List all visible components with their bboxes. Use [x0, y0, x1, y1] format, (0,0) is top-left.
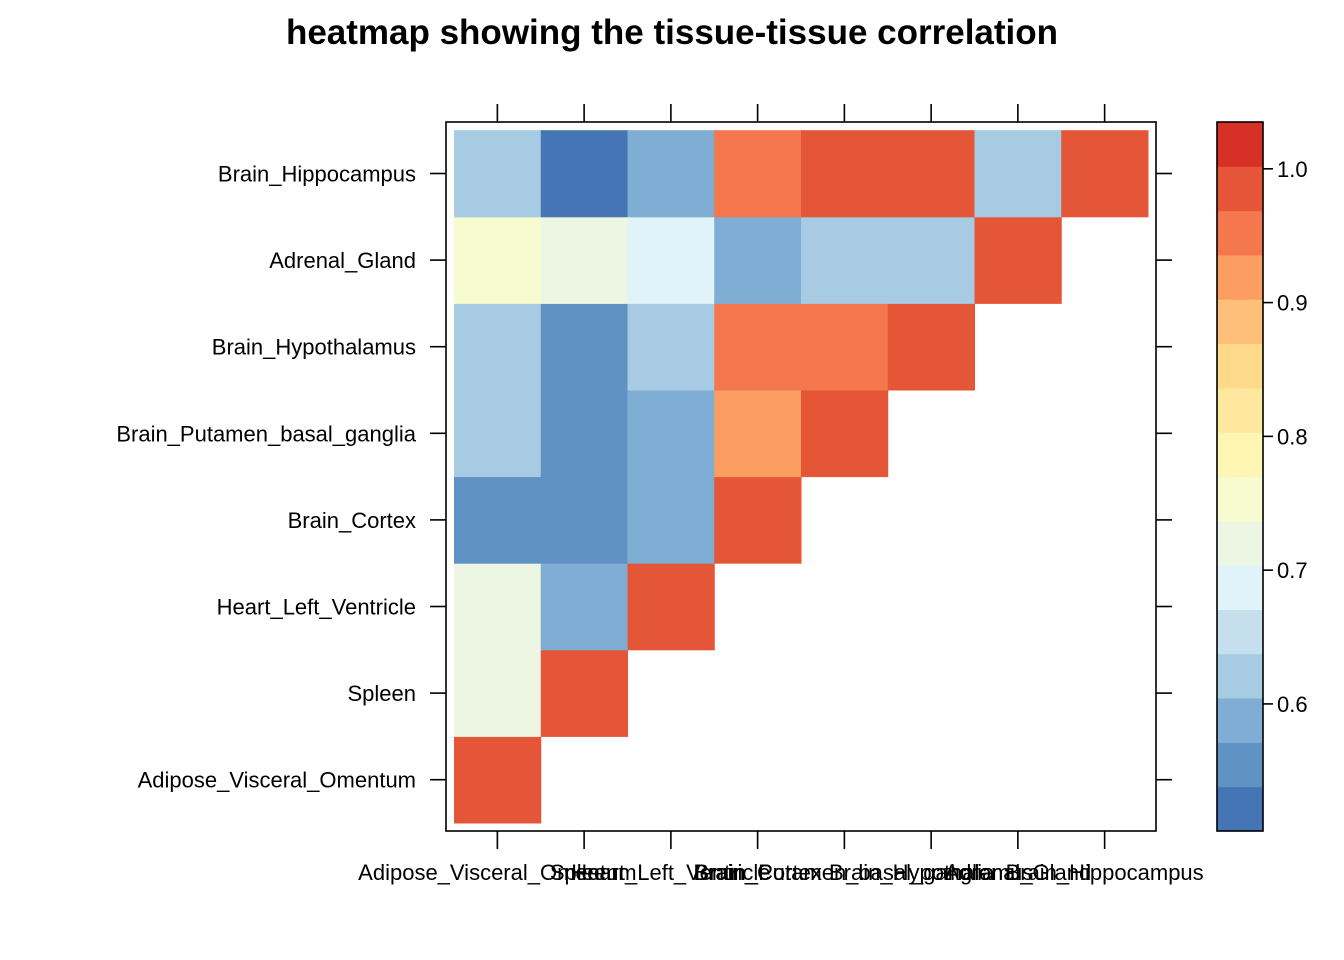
heatmap-cell — [801, 130, 889, 218]
heatmap-cells — [454, 130, 1149, 824]
heatmap-cell — [540, 303, 628, 391]
colorbar-tick-label: 0.7 — [1277, 558, 1308, 583]
heatmap-cell — [801, 390, 889, 478]
heatmap-cell — [714, 216, 802, 304]
heatmap-cell — [627, 303, 715, 391]
heatmap-cell — [714, 303, 802, 391]
y-tick-label: Brain_Putamen_basal_ganglia — [116, 421, 416, 446]
heatmap-cell — [454, 563, 542, 651]
colorbar-segment — [1217, 698, 1263, 743]
colorbar-segment — [1217, 432, 1263, 477]
heatmap-cell — [627, 476, 715, 564]
heatmap-cell — [454, 649, 542, 737]
y-axis-tick-labels: Adipose_Visceral_Omentum Spleen Heart_Left… — [116, 162, 416, 793]
heatmap-cell — [714, 130, 802, 218]
heatmap-cell — [801, 303, 889, 391]
colorbar-segment — [1217, 653, 1263, 699]
colorbar: 0.6 0.7 0.8 0.9 1.0 — [1216, 121, 1308, 832]
colorbar-segment — [1217, 520, 1263, 566]
heatmap-cell — [540, 476, 628, 564]
colorbar-segment — [1217, 343, 1263, 389]
colorbar-frame — [1216, 121, 1264, 832]
colorbar-segment — [1217, 786, 1263, 832]
x-tick-label: Adrenal_Gland — [944, 860, 1091, 885]
chart-title: heatmap showing the tissue-tissue correl… — [286, 13, 1058, 52]
heatmap-cell — [540, 390, 628, 478]
axis-ticks — [430, 104, 1172, 849]
heatmap-cell — [454, 390, 542, 478]
x-tick-label: Brain_Hippocampus — [1006, 860, 1204, 885]
heatmap-cell — [454, 216, 542, 304]
colorbar-segment — [1217, 166, 1263, 212]
plot-frame — [445, 121, 1157, 832]
x-tick-label: Brain_Hypothalamus — [829, 860, 1033, 885]
heatmap-cell — [887, 303, 975, 391]
y-tick-label: Heart_Left_Ventricle — [217, 595, 416, 620]
heatmap-cell — [974, 216, 1062, 304]
colorbar-segment — [1217, 210, 1263, 256]
colorbar-tick-label: 1.0 — [1277, 157, 1308, 182]
colorbar-segment — [1217, 387, 1263, 433]
heatmap-cell — [540, 563, 628, 651]
heatmap-cell — [887, 130, 975, 218]
y-tick-label: Brain_Hippocampus — [218, 162, 416, 187]
heatmap-cell — [454, 130, 542, 218]
colorbar-segment — [1217, 122, 1263, 167]
heatmap-cell — [454, 736, 542, 824]
y-tick-label: Brain_Hypothalamus — [212, 335, 416, 360]
heatmap-cell — [714, 390, 802, 478]
heatmap-cell — [627, 130, 715, 218]
y-tick-label: Adipose_Visceral_Omentum — [138, 768, 416, 793]
y-tick-label: Brain_Cortex — [288, 508, 416, 533]
heatmap-cell — [714, 476, 802, 564]
heatmap-cell — [454, 476, 542, 564]
x-tick-label: Adipose_Visceral_Omentum — [358, 860, 636, 885]
colorbar-tick-label: 0.8 — [1277, 424, 1308, 449]
heatmap-cell — [801, 216, 889, 304]
heatmap-cell — [540, 649, 628, 737]
y-tick-label: Spleen — [347, 681, 416, 706]
x-tick-label: Brain_Cortex — [693, 860, 821, 885]
heatmap-cell — [627, 563, 715, 651]
x-axis-tick-labels: Adipose_Visceral_OmentumSpleenHeart_Left… — [358, 860, 1204, 885]
heatmap-cell — [627, 390, 715, 478]
x-tick-label: Spleen — [550, 860, 619, 885]
heatmap-cell — [974, 130, 1062, 218]
heatmap-cell — [540, 130, 628, 218]
colorbar-tick-label: 0.6 — [1277, 692, 1308, 717]
heatmap-cell — [540, 216, 628, 304]
x-tick-label: Heart_Left_Ventricle — [571, 860, 770, 885]
colorbar-segment — [1217, 565, 1263, 610]
x-tick-label: Brain_Putamen_basal_ganglia — [695, 860, 995, 885]
heatmap-cell — [627, 216, 715, 304]
colorbar-segment — [1217, 476, 1263, 522]
heatmap-cell — [454, 303, 542, 391]
y-tick-label: Adrenal_Gland — [269, 248, 416, 273]
colorbar-segment — [1217, 609, 1263, 655]
colorbar-segment — [1217, 254, 1263, 300]
colorbar-segment — [1217, 742, 1263, 788]
heatmap-cell — [1061, 130, 1149, 218]
heatmap-cell — [887, 216, 975, 304]
colorbar-tick-label: 0.9 — [1277, 291, 1308, 316]
colorbar-segment — [1217, 299, 1263, 345]
